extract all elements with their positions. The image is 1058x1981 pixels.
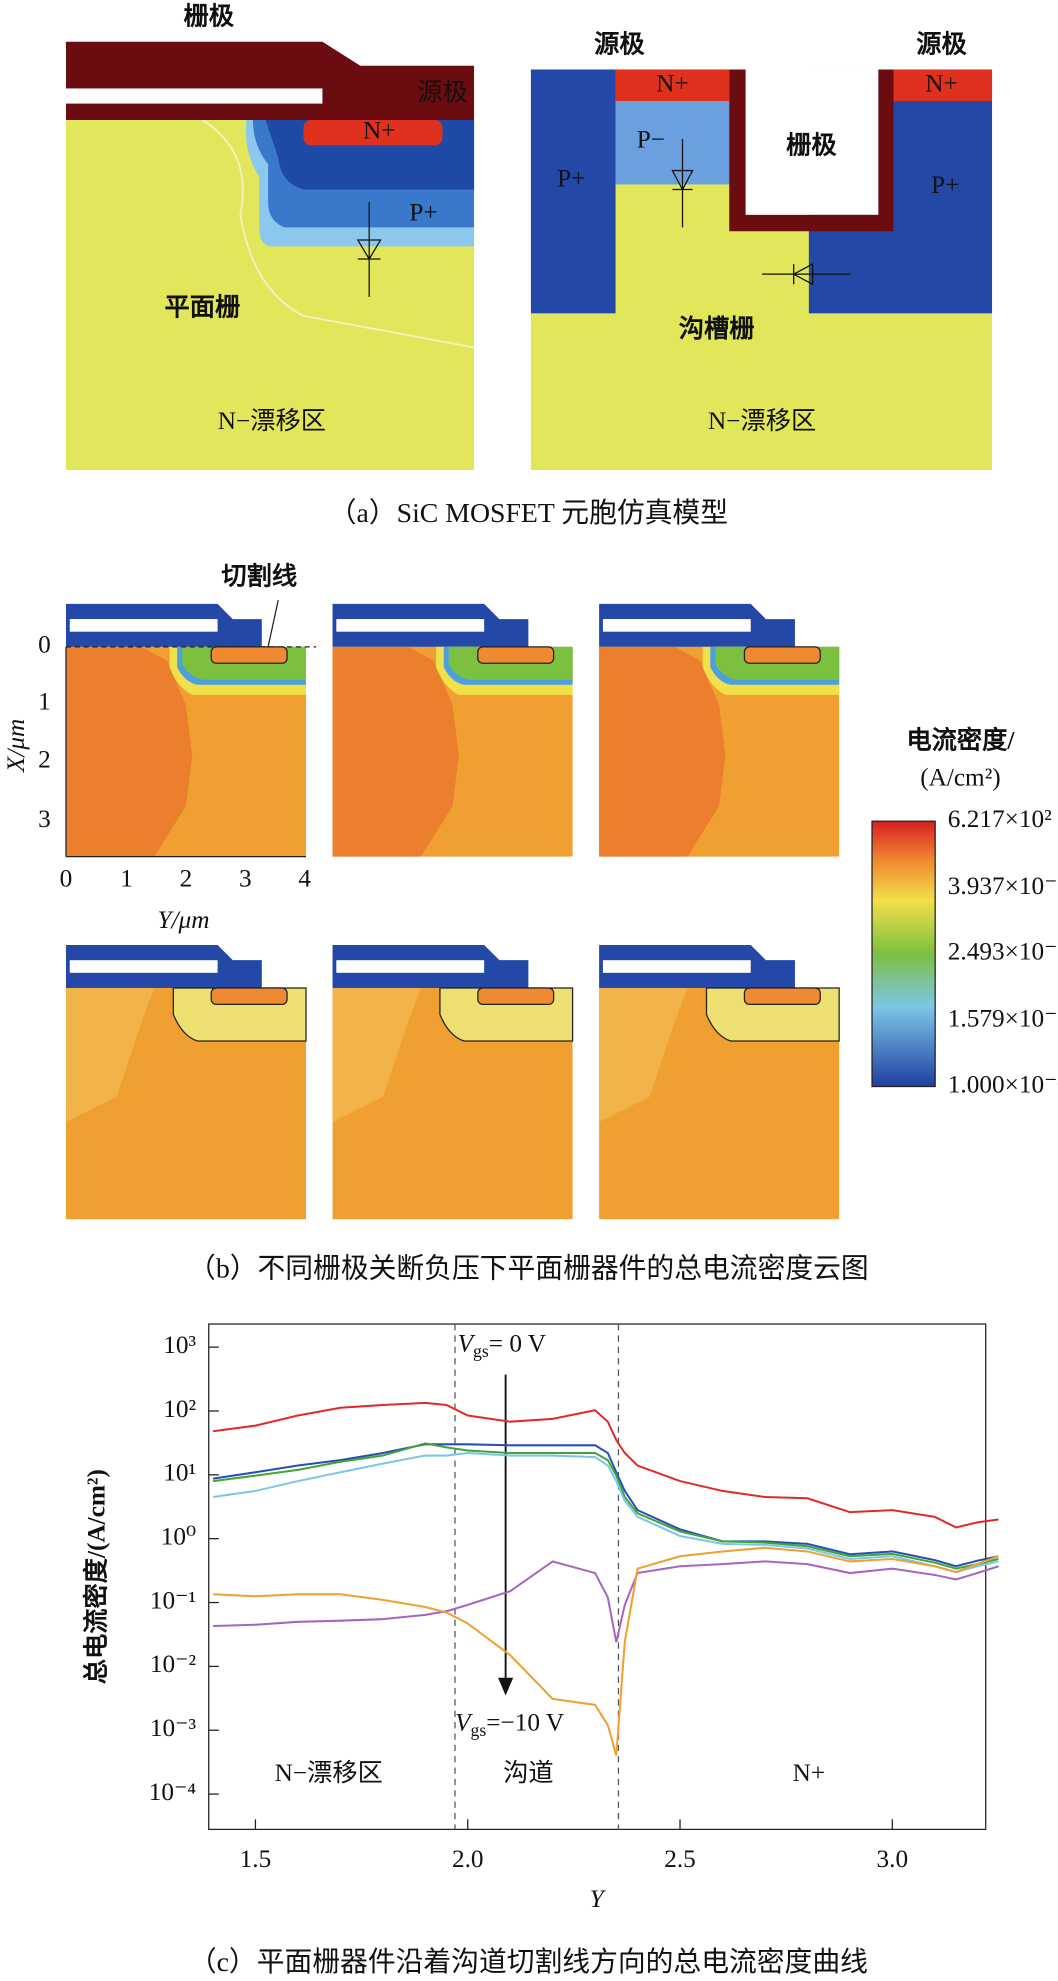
label: 源极 — [916, 31, 967, 59]
contour-cell — [66, 945, 306, 1219]
series-line — [212, 1546, 999, 1756]
axis-label: Y/μm — [157, 906, 209, 934]
series-line — [212, 1452, 999, 1574]
colorbar — [871, 820, 936, 1088]
label: N+ — [363, 116, 395, 144]
tick-label: 3 — [239, 864, 252, 892]
annotation: Vgs= 0 V — [458, 1329, 546, 1361]
label: 切割线 — [221, 561, 297, 590]
label: N+ — [656, 70, 688, 98]
x-axis-label: Y — [590, 1885, 607, 1913]
label: 沟槽栅 — [679, 314, 755, 343]
label: N−漂移区 — [218, 407, 326, 435]
colorbar-title: 电流密度/ — [906, 726, 1015, 755]
tick-label: 2 — [38, 746, 51, 774]
trench-model: 源极 源极 N+ N+ P− 栅极 P+ P+ 沟槽栅 N−漂移区 — [530, 31, 993, 470]
y-axis-label: 总电流密度/(A/cm²) — [82, 1469, 111, 1684]
annotation-text: = 0 V — [489, 1329, 546, 1357]
y-tick-label: 10⁻⁴ — [149, 1778, 197, 1806]
x-tick-label: 2.0 — [452, 1845, 484, 1873]
tick-label: 1 — [38, 688, 51, 716]
annotation-subscript: gs — [473, 1341, 489, 1361]
tick-label: 0 — [38, 631, 51, 659]
arrow-head — [498, 1677, 514, 1696]
y-tick-label: 10¹ — [163, 1459, 196, 1487]
y-tick-label: 10⁰ — [161, 1522, 196, 1550]
contour-cell — [333, 604, 573, 857]
label: N+ — [925, 70, 957, 98]
y-tick-label: 10² — [163, 1395, 196, 1423]
tick-label: 2 — [180, 864, 193, 892]
planar-model: 栅极 源极 N+ P+ 平面栅 N−漂移区 — [65, 3, 475, 470]
tick-label: 1 — [120, 864, 133, 892]
tick-label: 3 — [38, 805, 51, 833]
colorbar-title: (A/cm²) — [920, 763, 1000, 791]
contour-cell — [599, 604, 839, 857]
label: N−漂移区 — [708, 407, 816, 435]
series-line — [212, 1442, 999, 1570]
region-label: N+ — [793, 1759, 825, 1787]
series-line — [212, 1401, 999, 1529]
contour-cell — [333, 945, 573, 1219]
label: P+ — [557, 164, 585, 192]
colorbar-label: 1.579×10⁻²² — [948, 1005, 1058, 1033]
label: 平面栅 — [165, 293, 241, 321]
annotation-symbol: V — [458, 1329, 476, 1357]
y-tick-label: 10⁻³ — [150, 1714, 197, 1742]
y-tick-label: 10³ — [163, 1331, 196, 1359]
x-tick-label: 2.5 — [664, 1845, 696, 1873]
caption: （c）平面栅器件沿着沟道切割线方向的总电流密度曲线 — [189, 1947, 868, 1978]
annotation-subscript: gs — [471, 1720, 487, 1740]
contour-cell — [66, 604, 306, 857]
series-line — [212, 1443, 999, 1568]
x-tick-label: 1.5 — [240, 1845, 272, 1873]
label: 栅极 — [786, 132, 837, 160]
caption: （b）不同栅极关断负压下平面栅器件的总电流密度云图 — [188, 1253, 869, 1284]
plot-frame — [208, 1323, 987, 1831]
caption: （a）SiC MOSFET 元胞仿真模型 — [329, 498, 728, 529]
y-tick-label: 10⁻¹ — [150, 1586, 196, 1614]
x-tick-label: 3.0 — [877, 1845, 909, 1873]
label: P+ — [409, 199, 437, 227]
annotation-text: =−10 V — [486, 1708, 564, 1736]
label: 源极 — [594, 31, 645, 59]
label: P+ — [931, 171, 959, 199]
contour-cell — [599, 945, 839, 1219]
annotation: Vgs=−10 V — [455, 1708, 564, 1740]
tick-label: 0 — [60, 864, 73, 892]
region-label: N−漂移区 — [275, 1759, 383, 1787]
colorbar-label: 6.217×10² — [948, 805, 1052, 833]
series-line — [212, 1560, 999, 1643]
tick-label: 4 — [298, 864, 311, 892]
annotation-symbol: V — [455, 1708, 473, 1736]
axis-label: X/μm — [2, 719, 30, 773]
label: 栅极 — [183, 3, 234, 31]
label: 源极 — [417, 79, 468, 107]
colorbar-label: 1.000×10⁻³⁰ — [948, 1070, 1058, 1098]
label: P− — [637, 125, 665, 153]
colorbar-label: 3.937×10⁻⁶ — [948, 872, 1058, 900]
region-label: 沟道 — [503, 1759, 554, 1787]
contour-maps: 切割线 0 1 2 3 0 1 2 3 4 Y/μm X/μm 电流密度/ (A… — [2, 561, 1058, 1219]
colorbar-label: 2.493×10⁻¹⁴ — [948, 938, 1058, 966]
y-tick-label: 10⁻² — [150, 1650, 196, 1678]
